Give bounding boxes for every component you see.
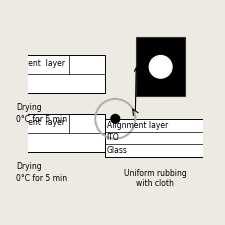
Text: ITO: ITO — [107, 133, 119, 142]
Text: nment  layer: nment layer — [16, 118, 65, 127]
Bar — [105, 119, 206, 157]
Text: Alignment layer: Alignment layer — [107, 121, 168, 130]
Text: s: s — [16, 79, 20, 88]
Text: s: s — [16, 138, 20, 147]
Bar — [136, 37, 185, 96]
Text: Drying: Drying — [16, 103, 42, 112]
Text: 0°C for 5 min: 0°C for 5 min — [16, 174, 67, 183]
Circle shape — [111, 115, 120, 123]
Text: nment  layer: nment layer — [16, 59, 65, 68]
Text: 0°C for 5 min: 0°C for 5 min — [16, 115, 67, 124]
Bar — [14, 114, 105, 152]
Text: with cloth: with cloth — [137, 180, 174, 189]
Bar — [14, 55, 105, 93]
Text: Glass: Glass — [107, 146, 128, 155]
Text: Uniform rubbing: Uniform rubbing — [124, 169, 187, 178]
Text: Drying: Drying — [16, 162, 42, 171]
Circle shape — [149, 56, 172, 78]
